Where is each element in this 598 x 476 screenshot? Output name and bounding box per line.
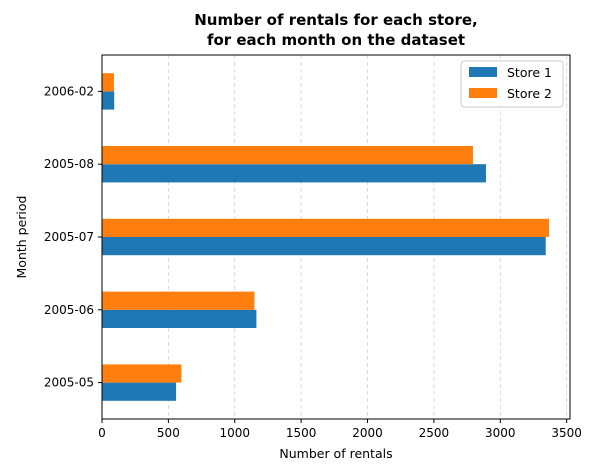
legend-label-store-1: Store 1 <box>507 65 552 80</box>
y-axis-label: Month period <box>14 196 29 279</box>
x-tick-label: 0 <box>98 426 106 440</box>
legend: Store 1 Store 2 <box>460 60 564 108</box>
x-axis-ticks: 0 500 1000 1500 2000 2500 3000 3500 <box>98 419 582 440</box>
bar-store-1-2005-06 <box>102 309 257 328</box>
bar-store-2-2005-06 <box>102 291 255 310</box>
bars <box>102 73 550 401</box>
bar-store-2-2005-05 <box>102 364 182 383</box>
x-tick-label: 3500 <box>551 426 582 440</box>
x-axis-label: Number of rentals <box>279 446 392 461</box>
y-tick-label: 2005-07 <box>44 230 94 244</box>
chart-title-line-1: Number of rentals for each store, <box>194 11 478 29</box>
y-axis-ticks: 2005-05 2005-06 2005-07 2005-08 2006-02 <box>44 84 102 390</box>
y-tick-label: 2005-08 <box>44 157 94 171</box>
x-tick-label: 3000 <box>485 426 516 440</box>
y-tick-label: 2005-06 <box>44 303 94 317</box>
bar-store-2-2006-02 <box>102 73 114 92</box>
legend-label-store-2: Store 2 <box>507 86 552 101</box>
bar-store-2-2005-08 <box>102 146 473 165</box>
y-tick-label: 2006-02 <box>44 84 94 98</box>
x-tick-label: 1500 <box>286 426 317 440</box>
x-tick-label: 1000 <box>219 426 250 440</box>
bar-store-1-2005-08 <box>102 164 486 183</box>
bar-store-2-2005-07 <box>102 218 550 237</box>
legend-swatch-store-2 <box>469 88 497 98</box>
y-tick-label: 2005-05 <box>44 376 94 390</box>
x-tick-label: 2500 <box>419 426 450 440</box>
x-tick-label: 500 <box>157 426 180 440</box>
chart-title-line-2: for each month on the dataset <box>207 31 465 49</box>
x-tick-label: 2000 <box>352 426 383 440</box>
legend-swatch-store-1 <box>469 67 497 77</box>
bar-store-1-2005-05 <box>102 382 177 401</box>
bar-store-1-2006-02 <box>102 91 115 110</box>
bar-store-1-2005-07 <box>102 237 546 256</box>
